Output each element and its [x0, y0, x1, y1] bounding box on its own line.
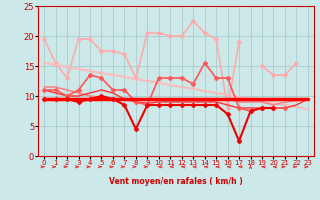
- X-axis label: Vent moyen/en rafales ( km/h ): Vent moyen/en rafales ( km/h ): [109, 177, 243, 186]
